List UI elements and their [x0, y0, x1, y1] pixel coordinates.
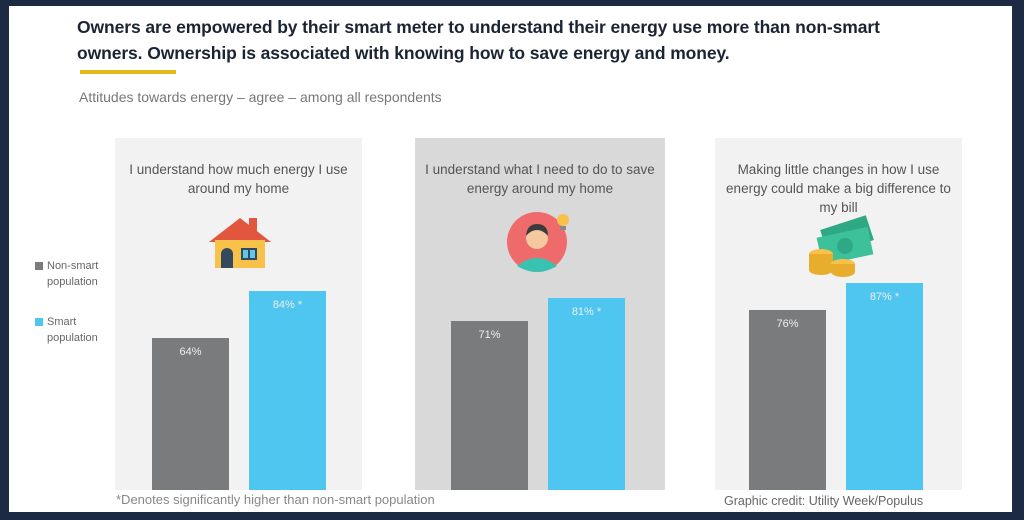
legend-label: Smart population: [47, 316, 98, 344]
legend-label: Non-smart population: [47, 260, 99, 288]
category-label: Making little changes in how I use energ…: [726, 162, 951, 215]
category-label: I understand what I need to do to save e…: [425, 162, 655, 196]
non-smart-bar-2: [451, 321, 528, 490]
legend-swatch: [35, 262, 43, 270]
legend-swatch: [35, 318, 43, 326]
smart-bar-1: [249, 290, 326, 490]
legend-item-non-smart: Non-smart population: [35, 258, 117, 290]
category-label: I understand how much energy I use aroun…: [129, 162, 348, 196]
non-smart-bar-3: [749, 309, 826, 490]
footnote: *Denotes significantly higher than non-s…: [116, 492, 435, 507]
data-label: 81% *: [571, 305, 602, 318]
smart-bar-2: [548, 297, 625, 490]
non-smart-bar-1: [152, 338, 229, 490]
house-icon: [209, 218, 271, 268]
data-label: 71%: [478, 329, 501, 342]
legend-item-smart: Smart population: [35, 314, 117, 346]
slide: Owners are empowered by their smart mete…: [9, 6, 1012, 512]
data-label: 76%: [776, 317, 799, 330]
data-label: 64%: [179, 346, 202, 358]
data-label: 87% *: [869, 291, 900, 304]
accent-rule: [80, 70, 176, 74]
legend: Non-smart population Smart population: [35, 258, 117, 370]
subtitle: Attitudes towards energy – agree – among…: [79, 89, 442, 105]
data-label: 84% *: [272, 298, 303, 311]
smart-bar-3: [846, 283, 923, 490]
person-lightbulb-icon: [507, 212, 569, 272]
headline: Owners are empowered by their smart mete…: [77, 17, 880, 63]
graphic-credit: Graphic credit: Utility Week/Populus: [724, 494, 924, 508]
money-coins-icon: [809, 215, 874, 277]
